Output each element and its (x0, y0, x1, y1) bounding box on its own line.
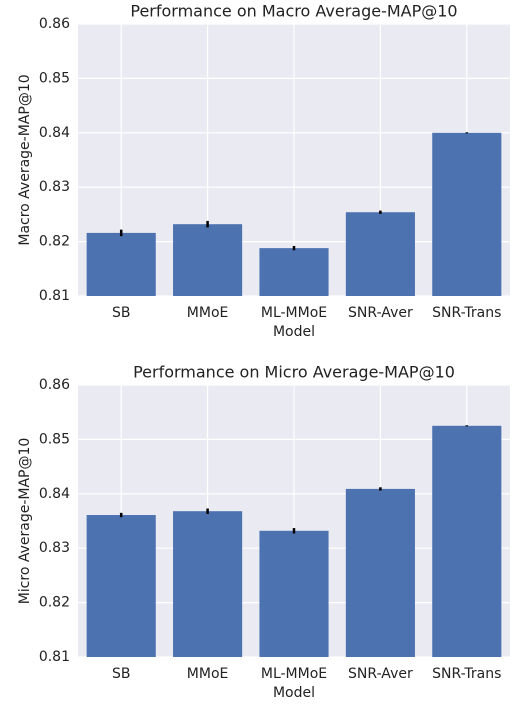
y-tick-label: 0.86 (39, 16, 70, 32)
x-tick-label: ML-MMoE (261, 305, 327, 321)
y-tick-label: 0.82 (39, 595, 70, 611)
x-tick-label: SNR-Trans (432, 305, 501, 321)
y-tick-label: 0.84 (39, 486, 70, 502)
bar (432, 132, 502, 296)
y-tick-label: 0.84 (39, 125, 70, 141)
y-tick-label: 0.83 (39, 179, 70, 195)
x-tick-label: ML-MMoE (261, 666, 327, 682)
y-tick-label: 0.86 (39, 377, 70, 393)
bar (86, 515, 156, 657)
x-tick-label: MMoE (187, 666, 229, 682)
y-axis-label: Macro Average-MAP@10 (17, 74, 33, 245)
y-tick-label: 0.81 (39, 649, 70, 665)
y-axis-label: Micro Average-MAP@10 (17, 438, 33, 605)
bar (432, 425, 502, 657)
bar (345, 488, 415, 657)
x-tick-label: MMoE (187, 305, 229, 321)
x-axis-label: Model (273, 685, 315, 701)
y-tick-label: 0.85 (39, 70, 70, 86)
bar (345, 212, 415, 296)
bar (173, 224, 243, 296)
y-tick-label: 0.85 (39, 431, 70, 447)
x-tick-label: SB (112, 666, 131, 682)
x-tick-label: SB (112, 305, 131, 321)
x-tick-label: SNR-Trans (432, 666, 501, 682)
x-tick-label: SNR-Aver (348, 666, 413, 682)
bar (259, 248, 329, 296)
x-axis-label: Model (273, 324, 315, 340)
bar (173, 511, 243, 657)
bar (86, 232, 156, 296)
chart-title: Performance on Micro Average-MAP@10 (133, 363, 455, 382)
x-tick-label: SNR-Aver (348, 305, 413, 321)
chart-title: Performance on Macro Average-MAP@10 (130, 2, 457, 21)
bar (259, 530, 329, 657)
y-tick-label: 0.83 (39, 540, 70, 556)
y-tick-label: 0.82 (39, 234, 70, 250)
y-tick-label: 0.81 (39, 288, 70, 304)
